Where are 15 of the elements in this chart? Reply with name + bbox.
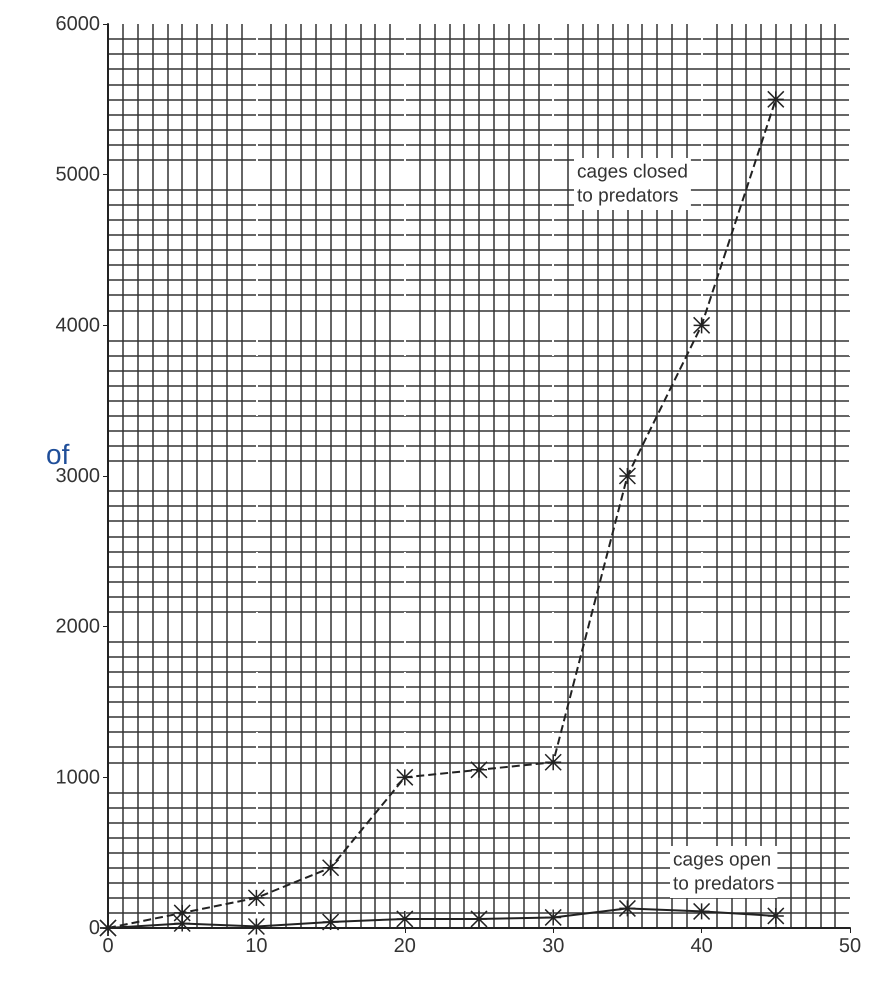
x-tick-label: 10 xyxy=(245,935,268,957)
y-tick-label: 6000 xyxy=(56,13,100,35)
y-tick-label: 4000 xyxy=(56,314,100,336)
y-tick-label: 5000 xyxy=(56,164,100,186)
annotation: cages closed to predators xyxy=(577,162,688,206)
x-tick-label: 40 xyxy=(690,935,713,957)
x-tick-label: 0 xyxy=(102,935,114,957)
x-tick-label: 20 xyxy=(394,935,416,957)
annotation: cages open to predators xyxy=(673,850,774,894)
x-tick-label: 50 xyxy=(838,935,862,957)
x-tick-label: 30 xyxy=(542,935,564,957)
y-tick-label: 0 xyxy=(88,917,100,939)
y-tick-label: 3000 xyxy=(56,465,100,487)
y-tick-label: 2000 xyxy=(56,616,100,638)
y-tick-label: 1000 xyxy=(56,766,100,788)
